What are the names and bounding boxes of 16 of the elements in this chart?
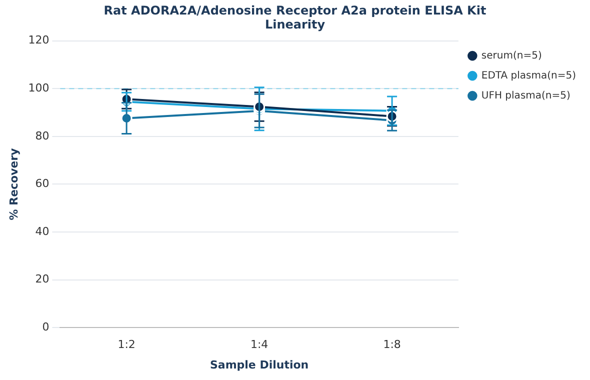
y-axis-title: % Recovery [7, 148, 20, 220]
y-tick-label: 40 [35, 224, 50, 238]
y-tick-label: 20 [35, 272, 50, 286]
y-tick-label: 100 [28, 81, 50, 94]
y-tick-label: 80 [35, 129, 50, 142]
legend-label: EDTA plasma(n=5) [481, 70, 576, 82]
y-tick-label: 0 [42, 320, 50, 334]
x-tick-label: 1:4 [250, 338, 268, 352]
x-tick-label: 1:2 [118, 338, 136, 352]
y-tick-label: 120 [28, 34, 50, 47]
chart-title: Rat ADORA2A/Adenosine Receptor A2a protein ELISA Kit Linearity [104, 3, 486, 32]
x-axis-title: Sample Dilution [210, 358, 309, 372]
x-tick-label: 1:8 [383, 338, 401, 352]
legend-label: UFH plasma(n=5) [481, 90, 570, 102]
legend-label: serum(n=5) [481, 50, 542, 62]
y-tick-label: 60 [35, 177, 50, 190]
